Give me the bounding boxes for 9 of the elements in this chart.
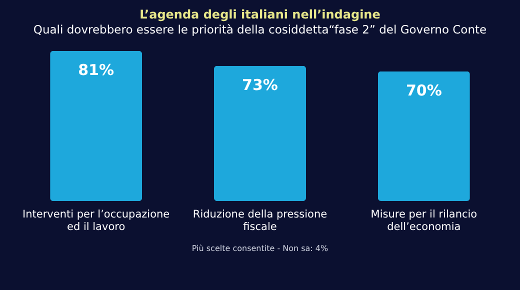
chart-title: L’agenda degli italiani nell’indagine [140,8,380,22]
data-label: 73% [242,76,278,94]
x-tick-label: Riduzione della pressione fiscale [192,208,328,233]
data-label: 70% [406,81,442,100]
data-label: 81% [78,61,114,79]
chart-subtitle: Quali dovrebbero essere le priorità della cosiddetta“fase 2” del Governo Conte [33,22,487,36]
x-tick-label: Misure per il rilancio dell’economia [370,208,478,233]
x-tick-label: Interventi per l’occupazione ed il lavoro [22,208,170,233]
text: Più scelte consentite - Non sa: 4% [192,244,328,253]
